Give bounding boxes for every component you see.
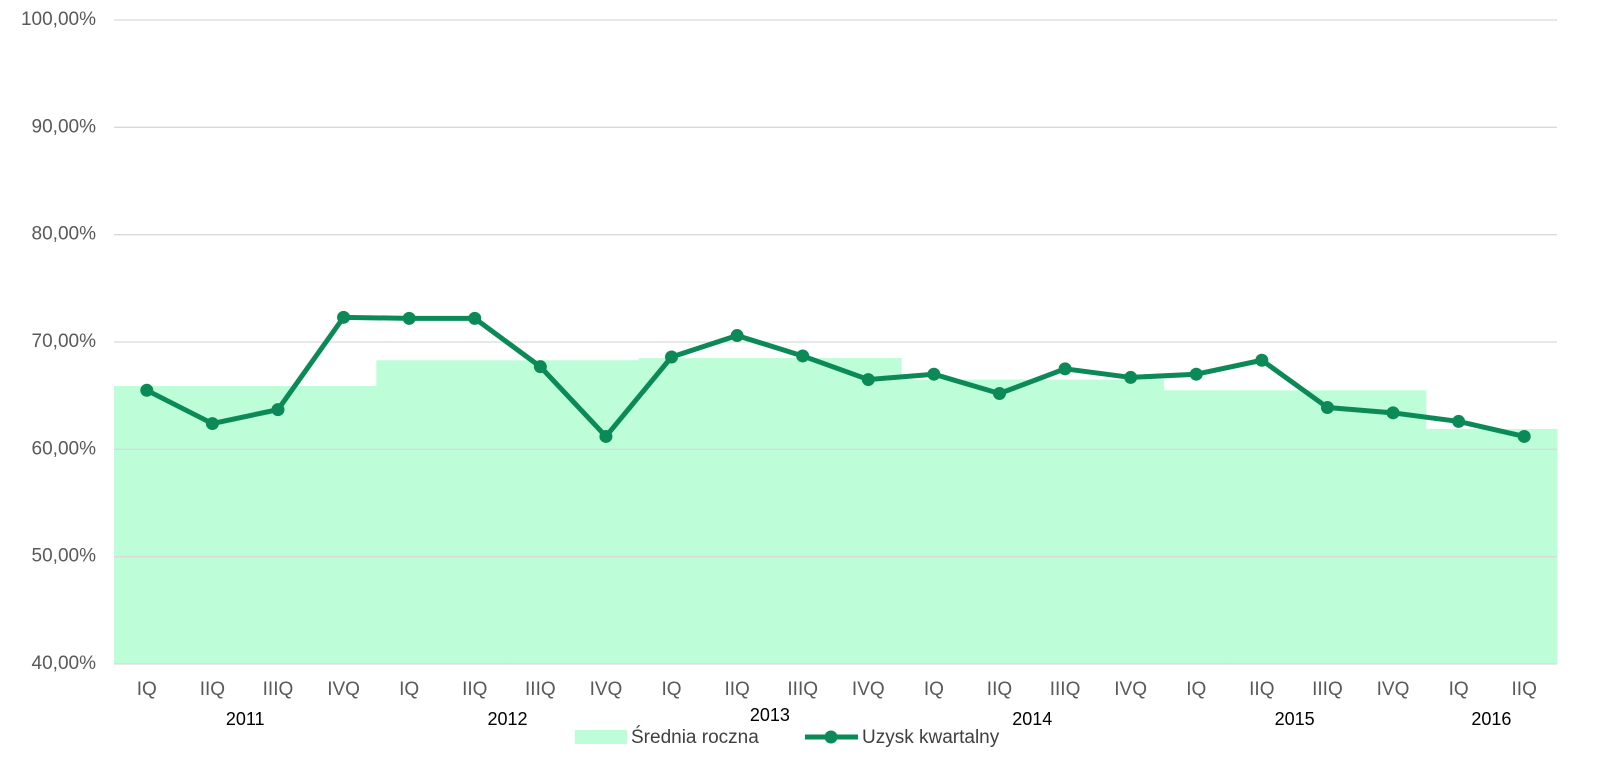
area-step — [1360, 390, 1427, 664]
x-tick-label: IVQ — [1377, 679, 1410, 700]
area-step — [310, 386, 377, 664]
line-marker — [599, 429, 613, 443]
line-marker — [730, 329, 744, 343]
x-tick-label: IQ — [137, 679, 157, 700]
line-marker — [140, 383, 154, 397]
line-marker — [1517, 429, 1531, 443]
line-marker — [1386, 406, 1400, 420]
y-tick-label: 40,00% — [32, 653, 97, 674]
x-tick-label: IQ — [1186, 679, 1206, 700]
area-step — [1032, 379, 1099, 664]
area-step — [245, 386, 312, 664]
x-tick-label: IIQ — [724, 679, 749, 700]
x-tick-label: IVQ — [327, 679, 360, 700]
area-step — [835, 358, 902, 664]
year-label: 2011 — [226, 709, 265, 729]
y-tick-label: 80,00% — [32, 224, 97, 245]
line-marker — [1255, 353, 1269, 367]
x-tick-label: IIIQ — [525, 679, 556, 700]
area-step — [1491, 428, 1558, 664]
area-step — [1425, 428, 1492, 664]
x-tick-label: IIQ — [462, 679, 487, 700]
area-step — [638, 358, 705, 664]
line-marker — [205, 417, 219, 431]
line-marker — [271, 403, 285, 417]
y-tick-label: 90,00% — [32, 116, 97, 137]
year-label: 2015 — [1275, 709, 1315, 729]
legend-label: Uzysk kwartalny — [862, 727, 1000, 748]
y-tick-label: 70,00% — [32, 331, 97, 352]
year-label: 2016 — [1471, 709, 1511, 729]
x-tick-label: IQ — [661, 679, 681, 700]
area-step — [507, 360, 574, 664]
area-step — [1097, 379, 1164, 664]
legend-label: Średnia roczna — [631, 726, 759, 748]
legend-swatch — [575, 730, 627, 744]
x-tick-label: IIIQ — [1050, 679, 1081, 700]
year-label: 2012 — [488, 709, 528, 729]
line-marker — [533, 360, 547, 374]
x-tick-label: IVQ — [590, 679, 623, 700]
line-series — [145, 314, 1525, 439]
area-step — [441, 360, 509, 664]
area-step — [1163, 390, 1230, 664]
line-marker — [337, 310, 351, 324]
x-tick-label: IIIQ — [1312, 679, 1343, 700]
x-tick-label: IIIQ — [263, 679, 294, 700]
x-tick-label: IIQ — [1249, 679, 1274, 700]
line-marker — [927, 367, 941, 381]
x-tick-label: IQ — [399, 679, 419, 700]
area-step — [114, 386, 181, 664]
area-step — [966, 379, 1033, 664]
x-tick-label: IVQ — [852, 679, 885, 700]
area-step — [1229, 390, 1296, 664]
area-step — [179, 386, 246, 664]
line-marker — [402, 311, 416, 325]
y-tick-label: 50,00% — [32, 546, 97, 567]
line-marker — [861, 373, 875, 387]
area-step — [901, 379, 968, 664]
line-marker — [1452, 414, 1466, 428]
x-tick-label: IIIQ — [787, 679, 818, 700]
line-marker — [468, 311, 482, 325]
year-label: 2013 — [750, 705, 790, 725]
line-marker — [1320, 400, 1334, 414]
x-tick-label: IQ — [924, 679, 944, 700]
area-step — [704, 358, 771, 664]
x-tick-label: IVQ — [1114, 679, 1147, 700]
area-step — [769, 358, 836, 664]
line-marker — [1189, 367, 1203, 381]
year-label: 2014 — [1012, 709, 1052, 729]
x-tick-label: IIQ — [1512, 679, 1537, 700]
x-tick-label: IIQ — [987, 679, 1012, 700]
x-tick-label: IQ — [1449, 679, 1469, 700]
line-marker — [992, 387, 1006, 401]
area-step — [1294, 390, 1361, 664]
line-marker — [1058, 362, 1072, 376]
line-marker — [1124, 370, 1138, 384]
y-tick-label: 60,00% — [32, 438, 97, 459]
x-tick-label: IIQ — [200, 679, 225, 700]
y-tick-label: 100,00% — [21, 9, 96, 30]
line-marker — [796, 349, 810, 363]
line-marker — [665, 350, 679, 364]
area-step — [376, 360, 443, 664]
legend-marker — [824, 730, 838, 744]
